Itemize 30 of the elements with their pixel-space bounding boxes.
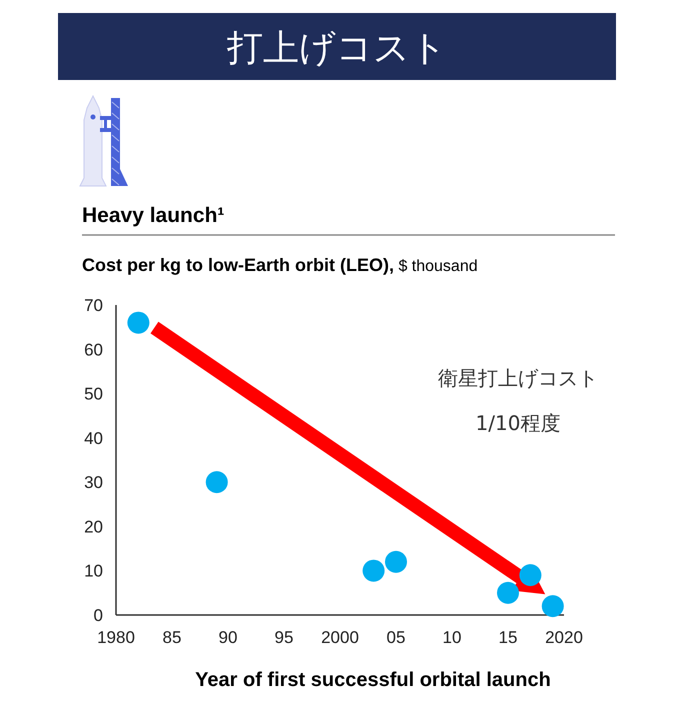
y-tick-label: 20 [84, 517, 103, 536]
y-axis-title: Cost per kg to low-Earth orbit (LEO), $ thousand [82, 255, 478, 275]
point [519, 564, 542, 586]
x-tick-label: 95 [274, 628, 294, 647]
x-axis-title: Year of first successful orbital launch [195, 669, 551, 691]
point [362, 560, 385, 582]
x-tick-label: 15 [498, 628, 518, 647]
x-tick-label: 1980 [97, 628, 135, 647]
y-tick-label: 70 [84, 296, 103, 315]
point [206, 471, 228, 494]
y-tick-label: 10 [84, 562, 103, 581]
chart-title: 打上げコスト [226, 28, 447, 69]
y-tick-label: 30 [84, 473, 103, 492]
y-tick-label: 40 [84, 428, 103, 448]
x-tick-label: 85 [162, 628, 182, 647]
x-tick-label: 2000 [321, 628, 359, 647]
point [497, 582, 519, 604]
x-tick-label: 90 [218, 628, 238, 647]
annotation: 1/10程度 [476, 411, 560, 435]
point [542, 595, 564, 618]
x-tick-label: 05 [386, 628, 406, 647]
x-tick-label: 2020 [545, 628, 583, 647]
point [385, 550, 407, 573]
annotation: 衛星打上げコスト [438, 366, 598, 390]
y-tick-label: 0 [94, 606, 103, 625]
x-tick-label: 10 [442, 628, 462, 647]
chart-subtitle: Heavy launch¹ [82, 204, 224, 227]
point [127, 312, 150, 334]
y-tick-label: 60 [84, 340, 103, 360]
y-tick-label: 50 [84, 384, 103, 404]
